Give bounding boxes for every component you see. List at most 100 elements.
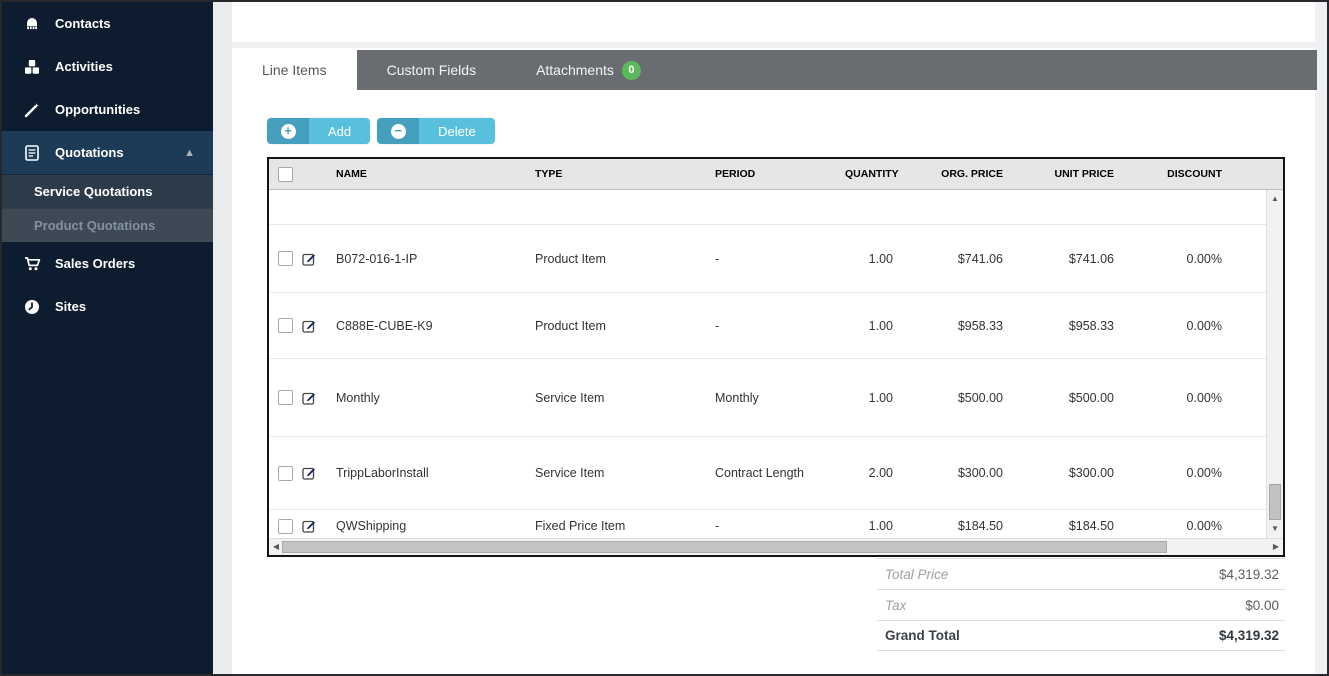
table-row-partial [269,190,1266,225]
table-row[interactable]: TrippLaborInstall Service Item Contract … [269,437,1266,510]
total-price-value: $4,319.32 [1218,566,1279,582]
vertical-scrollbar[interactable]: ▲ ▼ [1266,190,1283,538]
table-row[interactable]: Monthly Service Item Monthly 1.00 $500.0… [269,359,1266,437]
cell-unit-price: $958.33 [1068,318,1114,333]
edit-icon[interactable] [302,519,336,533]
sidebar-item-opportunities[interactable]: Opportunities [2,88,213,131]
cell-quantity: 1.00 [868,318,893,333]
chevron-up-icon: ▲ [184,146,195,159]
select-all-checkbox[interactable] [278,166,293,182]
row-checkbox[interactable] [278,390,293,405]
sidebar: Contacts Activities Opportunities Quotat… [2,2,213,674]
clock-icon [23,299,41,315]
cell-period: - [715,519,720,533]
cell-name: TrippLaborInstall [336,466,429,480]
grand-total-row: Grand Total $4,319.32 [877,620,1285,651]
sidebar-item-label: Quotations [55,145,124,160]
column-header-type: TYPE [535,168,563,180]
column-header-period: PERIOD [715,168,756,180]
table-row[interactable]: QWShipping Fixed Price Item - 1.00 $184.… [269,510,1266,538]
cell-org-price: $300.00 [957,466,1003,480]
cell-period: - [715,318,720,333]
sidebar-item-sites[interactable]: Sites [2,285,213,328]
row-checkbox[interactable] [278,251,293,266]
delete-button-label: Delete [419,118,495,144]
table-row[interactable]: B072-016-1-IP Product Item - 1.00 $741.0… [269,225,1266,293]
table-body: B072-016-1-IP Product Item - 1.00 $741.0… [269,190,1283,538]
scroll-down-icon[interactable]: ▼ [1271,524,1279,533]
cell-discount: 0.00% [1186,318,1222,333]
edit-icon[interactable] [302,466,336,480]
column-header-discount: DISCOUNT [1167,168,1222,180]
cell-org-price: $958.33 [957,318,1003,333]
cell-org-price: $184.50 [957,519,1003,533]
cell-type: Fixed Price Item [535,519,626,533]
edit-icon[interactable] [302,319,336,333]
tab-line-items[interactable]: Line Items [232,50,357,90]
tab-bar: Line Items Custom Fields Attachments 0 [232,50,1317,90]
table-row[interactable]: C888E-CUBE-K9 Product Item - 1.00 $958.3… [269,293,1266,359]
grand-total-value: $4,319.32 [1218,628,1279,643]
row-checkbox[interactable] [278,465,293,481]
vertical-scrollbar-thumb[interactable] [1269,484,1281,520]
sidebar-subitem-label: Service Quotations [34,184,153,199]
totals-summary: Total Price $4,319.32 Tax $0.00 Grand To… [877,558,1285,651]
magic-wand-icon [23,102,41,118]
cell-quantity: 1.00 [868,519,893,533]
shopping-cart-icon [23,256,41,272]
sidebar-item-quotations[interactable]: Quotations ▲ [2,131,213,174]
document-icon [23,144,41,161]
tab-label: Custom Fields [386,62,477,78]
tab-label: Line Items [262,62,327,78]
cell-unit-price: $300.00 [1068,466,1114,480]
row-checkbox[interactable] [278,519,293,534]
tax-label: Tax [885,597,907,613]
cell-quantity: 2.00 [868,466,893,480]
cell-type: Product Item [535,318,606,333]
attachments-count-badge: 0 [621,60,641,80]
horizontal-scrollbar-thumb[interactable] [282,541,1167,553]
add-button-label: Add [309,118,371,144]
cell-unit-price: $500.00 [1068,390,1114,405]
scroll-up-icon[interactable]: ▲ [1271,194,1279,203]
cubes-icon [23,59,41,75]
edit-icon[interactable] [302,252,336,266]
cell-unit-price: $184.50 [1068,519,1114,533]
cell-unit-price: $741.06 [1068,251,1114,266]
edit-icon[interactable] [302,391,336,405]
cell-period: - [715,251,720,266]
cell-name: Monthly [336,390,380,405]
sidebar-item-product-quotations[interactable]: Product Quotations [2,208,213,242]
tab-custom-fields[interactable]: Custom Fields [357,50,506,90]
scroll-left-icon[interactable]: ◀ [272,542,280,551]
row-checkbox[interactable] [278,318,293,333]
sidebar-item-sales-orders[interactable]: Sales Orders [2,242,213,285]
line-items-toolbar: + Add − Delete [267,118,495,144]
plus-circle-icon: + [267,118,309,144]
sidebar-item-service-quotations[interactable]: Service Quotations [2,174,213,208]
column-header-quantity: QUANTITY [845,168,899,180]
cell-quantity: 1.00 [868,390,893,405]
panel-divider [232,42,1317,48]
right-gutter [1315,2,1327,674]
tax-value: $0.00 [1245,597,1279,613]
horizontal-scrollbar[interactable]: ◀ ▶ [269,538,1283,555]
cell-discount: 0.00% [1186,466,1222,480]
tab-attachments[interactable]: Attachments 0 [506,50,671,90]
cell-period: Monthly [715,390,759,405]
line-items-table: NAME TYPE PERIOD QUANTITY ORG. PRICE UNI… [267,157,1285,557]
sidebar-item-activities[interactable]: Activities [2,45,213,88]
table-rows-viewport: B072-016-1-IP Product Item - 1.00 $741.0… [269,190,1266,538]
cell-org-price: $500.00 [957,390,1003,405]
scroll-right-icon[interactable]: ▶ [1272,542,1280,551]
column-header-name: NAME [336,168,367,180]
cell-type: Product Item [535,251,606,266]
sidebar-item-contacts[interactable]: Contacts [2,2,213,45]
sidebar-item-label: Sites [55,299,87,314]
add-button[interactable]: + Add [267,118,371,144]
cell-quantity: 1.00 [868,251,893,266]
cell-period: Contract Length [715,466,804,480]
sidebar-item-label: Sales Orders [55,256,136,271]
delete-button[interactable]: − Delete [377,118,495,144]
